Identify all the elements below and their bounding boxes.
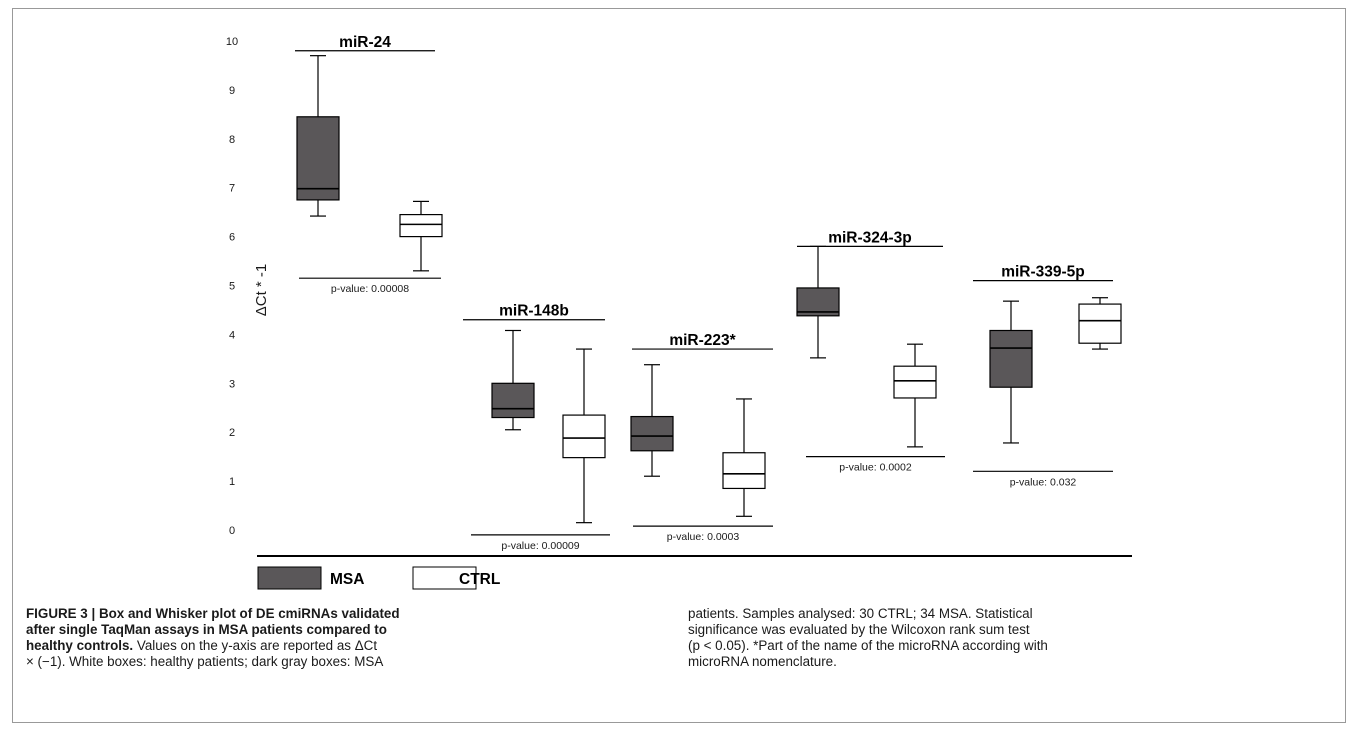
iqr-box: [630, 415, 674, 452]
caption-text: after single TaqMan assays in MSA patien…: [26, 622, 387, 637]
y-tick-label: 10: [226, 36, 238, 48]
iqr-box: [491, 382, 535, 419]
y-tick-label: 8: [229, 134, 235, 146]
iqr-box: [722, 452, 766, 490]
caption-text: (p < 0.05). *Part of the name of the mic…: [688, 638, 1048, 653]
figure-frame: [12, 8, 1346, 723]
caption-line: × (−1). White boxes: healthy patients; d…: [26, 654, 656, 670]
caption-line: significance was evaluated by the Wilcox…: [688, 622, 1328, 638]
legend-swatch-ctrl: [412, 566, 477, 590]
group-title: miR-223*: [669, 332, 736, 349]
group-title: miR-148b: [499, 303, 569, 320]
y-tick-label: 4: [229, 329, 235, 341]
group-mir-223-: miR-223* p-value: 0.0003: [630, 332, 773, 543]
ctrl-box: [722, 398, 766, 517]
msa-box: [296, 55, 340, 217]
y-tick-label: 3: [229, 378, 235, 390]
box-groups: miR-24 p-value: 0.00008 miR-148b p-value: 0…: [295, 34, 1122, 552]
group-mir-324-3p: miR-324-3p p-value: 0.0002: [796, 229, 945, 474]
legend-label-ctrl: CTRL: [459, 571, 500, 588]
ctrl-box: [562, 348, 606, 524]
y-tick-label: 1: [229, 476, 235, 488]
msa-box: [630, 364, 674, 477]
caption-text: healthy controls.: [26, 638, 134, 653]
msa-box: [989, 300, 1033, 444]
group-mir-339-5p: miR-339-5p p-value: 0.032: [973, 264, 1122, 488]
y-tick-label: 5: [229, 281, 235, 293]
y-tick-label: 7: [229, 183, 235, 195]
caption-text: patients. Samples analysed: 30 CTRL; 34 …: [688, 606, 1033, 621]
y-tick-label: 9: [229, 85, 235, 97]
ctrl-box: [893, 343, 937, 448]
y-axis-ticks: 0 1 2 3 4 5 6 7 8 9 10: [226, 36, 238, 537]
legend-label-msa: MSA: [330, 571, 364, 588]
caption-left: FIGURE 3 | Box and Whisker plot of DE cm…: [26, 606, 656, 670]
caption-right: patients. Samples analysed: 30 CTRL; 34 …: [688, 606, 1328, 670]
caption-line: FIGURE 3 | Box and Whisker plot of DE cm…: [26, 606, 656, 622]
pvalue-label: p-value: 0.00008: [331, 283, 409, 295]
ctrl-box: [1078, 297, 1122, 350]
y-axis-label: ΔCt * -1: [253, 264, 270, 317]
iqr-box: [989, 329, 1033, 388]
pvalue-label: p-value: 0.00009: [501, 540, 579, 552]
y-tick-label: 0: [229, 525, 235, 537]
caption-text: Values on the y-axis are reported as ΔCt: [133, 638, 378, 653]
caption-line: healthy controls. Values on the y-axis a…: [26, 638, 656, 654]
group-title: miR-24: [339, 34, 391, 51]
group-mir-24: miR-24 p-value: 0.00008: [295, 34, 443, 295]
iqr-box: [399, 213, 443, 238]
msa-box: [491, 329, 535, 431]
caption-text: microRNA nomenclature.: [688, 654, 837, 669]
iqr-box: [296, 116, 340, 201]
caption-text: FIGURE 3 | Box and Whisker plot of DE cm…: [26, 606, 400, 621]
box-whisker-chart: ΔCt * -1 0 1 2 3 4 5 6 7 8 9 10 miR-24 p-value: 0.0…: [226, 34, 1132, 590]
caption-line: patients. Samples analysed: 30 CTRL; 34 …: [688, 606, 1328, 622]
group-mir-148b: miR-148b p-value: 0.00009: [463, 303, 610, 552]
iqr-box: [893, 365, 937, 399]
group-title: miR-324-3p: [828, 229, 912, 246]
pvalue-label: p-value: 0.032: [1010, 476, 1077, 488]
caption-text: significance was evaluated by the Wilcox…: [688, 622, 1030, 637]
legend: MSA CTRL: [257, 566, 500, 590]
y-tick-label: 6: [229, 232, 235, 244]
pvalue-label: p-value: 0.0003: [667, 531, 740, 543]
pvalue-label: p-value: 0.0002: [839, 462, 912, 474]
msa-box: [796, 245, 840, 359]
iqr-box: [1078, 303, 1122, 344]
caption-line: (p < 0.05). *Part of the name of the mic…: [688, 638, 1328, 654]
y-tick-label: 2: [229, 427, 235, 439]
group-title: miR-339-5p: [1001, 264, 1085, 281]
caption-text: × (−1). White boxes: healthy patients; d…: [26, 654, 384, 669]
caption-line: after single TaqMan assays in MSA patien…: [26, 622, 656, 638]
ctrl-box: [399, 200, 443, 272]
caption-line: microRNA nomenclature.: [688, 654, 1328, 670]
legend-swatch-msa: [257, 566, 322, 590]
iqr-box: [562, 414, 606, 459]
